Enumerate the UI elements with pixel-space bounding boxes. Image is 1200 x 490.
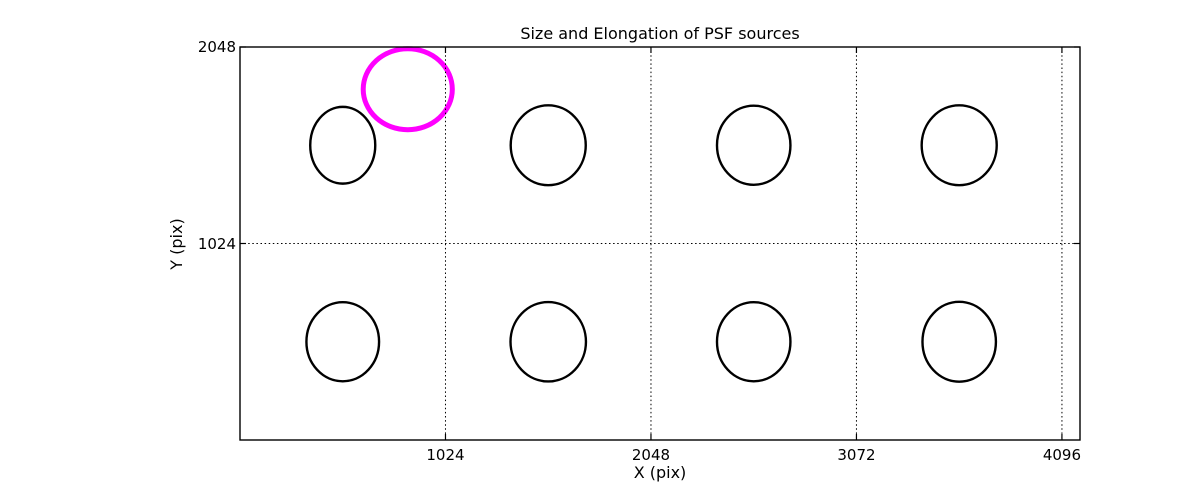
- x-tick-label: 1024: [426, 446, 465, 464]
- psf-ellipse: [921, 300, 998, 383]
- x-tick-label: 4096: [1042, 446, 1082, 464]
- psf-ellipse: [509, 300, 588, 383]
- plot-title: Size and Elongation of PSF sources: [520, 24, 800, 43]
- psf-ellipse: [920, 104, 998, 187]
- highlighted-psf-ellipse: [360, 46, 455, 133]
- x-tick-label: 2048: [631, 446, 671, 464]
- psf-ellipse: [715, 104, 792, 186]
- psf-ellipse: [305, 301, 381, 383]
- psf-ellipse: [715, 301, 792, 383]
- x-axis-label: X (pix): [633, 463, 687, 482]
- axes-border: [239, 46, 1081, 441]
- y-tick-label: 1024: [197, 234, 236, 253]
- psf-ellipse: [509, 104, 587, 187]
- y-tick-label: 2048: [197, 38, 236, 56]
- psf-ellipse: [309, 105, 377, 185]
- x-tick-label: 3072: [837, 446, 876, 464]
